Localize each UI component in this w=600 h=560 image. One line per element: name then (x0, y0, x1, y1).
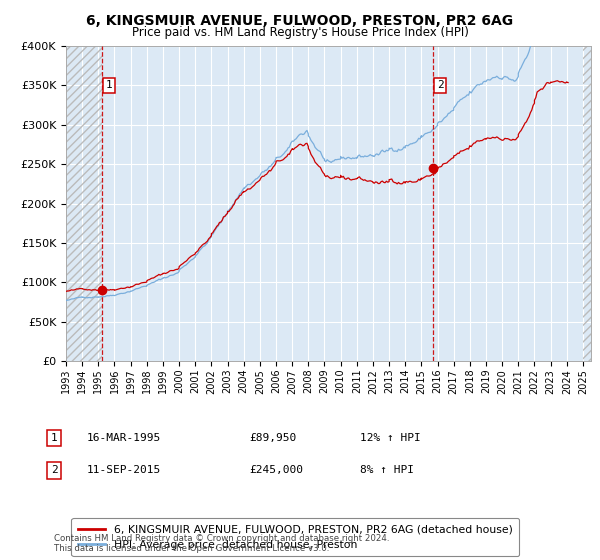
Text: 2: 2 (437, 80, 443, 90)
Text: 1: 1 (106, 80, 112, 90)
Text: 2: 2 (50, 465, 58, 475)
Text: 8% ↑ HPI: 8% ↑ HPI (360, 465, 414, 475)
Text: 6, KINGSMUIR AVENUE, FULWOOD, PRESTON, PR2 6AG: 6, KINGSMUIR AVENUE, FULWOOD, PRESTON, P… (86, 14, 514, 28)
Text: Price paid vs. HM Land Registry's House Price Index (HPI): Price paid vs. HM Land Registry's House … (131, 26, 469, 39)
Text: 1: 1 (50, 433, 58, 443)
Text: £89,950: £89,950 (249, 433, 296, 443)
Legend: 6, KINGSMUIR AVENUE, FULWOOD, PRESTON, PR2 6AG (detached house), HPI: Average pr: 6, KINGSMUIR AVENUE, FULWOOD, PRESTON, P… (71, 518, 519, 557)
Text: 16-MAR-1995: 16-MAR-1995 (87, 433, 161, 443)
Text: 11-SEP-2015: 11-SEP-2015 (87, 465, 161, 475)
Text: 12% ↑ HPI: 12% ↑ HPI (360, 433, 421, 443)
Text: Contains HM Land Registry data © Crown copyright and database right 2024.
This d: Contains HM Land Registry data © Crown c… (54, 534, 389, 553)
Text: £245,000: £245,000 (249, 465, 303, 475)
